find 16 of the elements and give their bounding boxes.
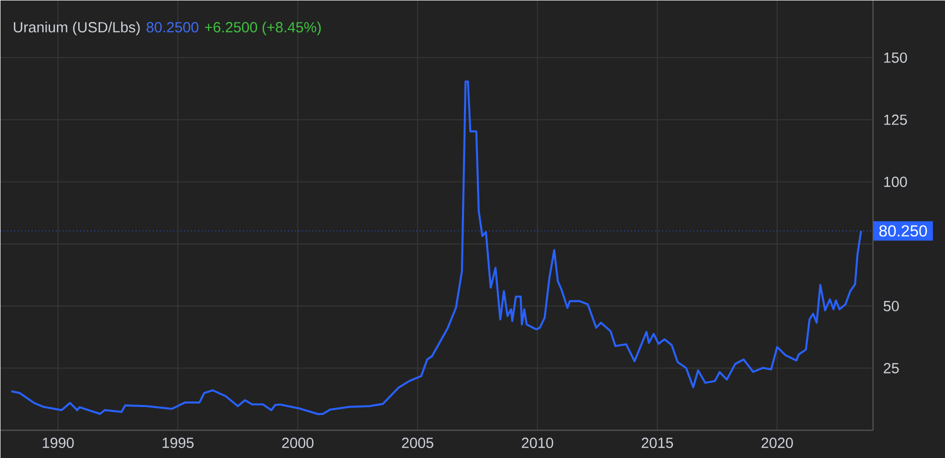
x-tick-label: 2005 <box>402 438 434 448</box>
y-tick-label: 150 <box>884 52 907 63</box>
y-tick-label: 25 <box>884 362 899 374</box>
annotation: 80.2500 <box>146 22 198 32</box>
y-tick-label: 100 <box>884 176 907 187</box>
x-tick-label: 2010 <box>522 438 554 448</box>
x-tick-label: 2015 <box>642 438 673 448</box>
x-tick-label: 1990 <box>42 438 74 448</box>
y-tick-label: 125 <box>884 114 907 125</box>
text: Uranium (USD/Lbs) <box>14 22 140 36</box>
ref-line-label: 80.250 <box>879 225 927 236</box>
x-tick-label: 2000 <box>282 438 314 448</box>
y-tick-label: 50 <box>884 300 899 312</box>
x-tick-label: 2020 <box>762 438 793 448</box>
x-tick-label: 1995 <box>162 438 194 448</box>
annotation: +6.2500 (+8.45%) <box>205 22 321 36</box>
